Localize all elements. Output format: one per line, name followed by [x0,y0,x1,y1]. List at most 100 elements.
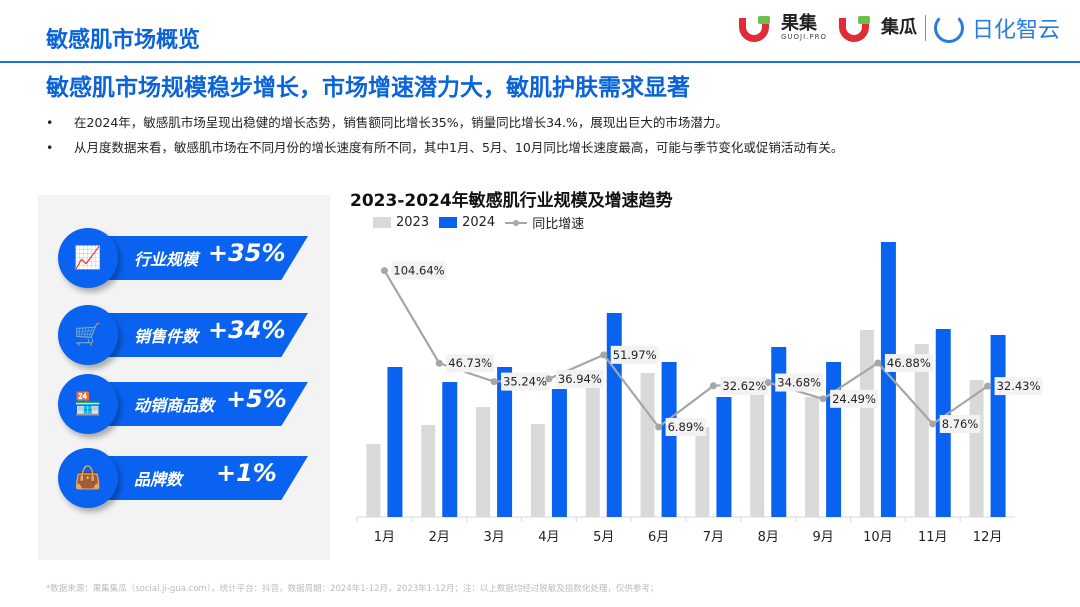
growth-data-label: 32.43% [997,379,1041,393]
x-tick-label: 11月 [918,530,948,545]
kpi-label: 行业规模 [134,250,199,269]
legend-growth: 同比增速 [505,213,584,232]
x-tick-label: 6月 [648,530,669,545]
x-tick-label: 3月 [483,530,504,545]
growth-data-label: 8.76% [942,417,979,431]
data-label-bg [775,373,824,392]
kpi-sales-units: 🛒 销售件数 +34% [58,305,310,365]
data-label-bg [391,261,447,280]
bar-2024 [606,313,622,517]
monitor-chart-icon: 📈 [58,228,118,288]
bullet-item: 从月度数据来看，敏感肌市场在不同月份的增长速度有所不同，其中1月、5月、10月同… [46,135,843,160]
kpi-value: +35% [208,239,286,267]
bar-2023 [421,425,436,517]
growth-point [600,351,608,359]
growth-point [545,375,553,383]
growth-data-label: 46.73% [448,356,492,370]
store-icon: 🏪 [58,374,118,434]
x-tick-label: 2月 [429,530,450,545]
bar-2024 [497,367,513,517]
growth-point [655,423,663,431]
kpi-value: +5% [226,385,287,413]
data-label-bg [665,417,707,436]
chart-title: 2023-2024年敏感肌行业规模及增速趋势 [350,191,673,211]
headline: 敏感肌市场规模稳步增长，市场增速潜力大，敏肌护肤需求显著 [46,75,690,101]
bar-2023 [914,344,929,517]
x-tick-label: 4月 [538,530,559,545]
data-label-bg [555,369,604,388]
legend-2023: 2023 [373,215,429,230]
growth-point [435,359,443,367]
bag-icon: 👜 [58,448,118,508]
bar-2023 [969,380,984,517]
x-tick-label: 10月 [863,530,893,545]
bar-2024 [716,397,732,517]
x-tick-label: 9月 [812,530,833,545]
bar-2023 [859,330,874,517]
bar-2024 [990,335,1006,517]
data-label-bg [610,345,659,364]
bar-2023 [530,424,545,517]
x-tick-label: 8月 [758,530,779,545]
cart-icon: 🛒 [58,305,118,365]
logo-guoji-sub: GUOJI.PRO [780,33,827,41]
data-label-bg [884,353,933,372]
kpi-value: +1% [216,459,277,487]
kpi-brands: 👜 品牌数 +1% [58,448,310,508]
growth-data-label: 35.24% [503,375,547,389]
guoji-logo-icon [735,14,773,42]
data-label-bg [939,414,981,433]
logo-rihua: 日化智云 [971,18,1060,43]
chart-legend: 2023 2024 同比增速 [373,213,584,232]
kpi-active-products: 🏪 动销商品数 +5% [58,374,310,434]
data-label-bg [446,354,495,373]
kpi-label: 销售件数 [134,327,199,346]
kpi-industry-scale: 📈 行业规模 +35% [58,228,310,288]
kpi-label: 动销商品数 [134,396,215,415]
bullet-list: 在2024年，敏感肌市场呈现出稳健的增长态势，销售额同比增长35%，销量同比增长… [46,110,843,160]
header-divider [0,61,1080,63]
growth-data-label: 51.97% [613,348,657,362]
bar-2024 [826,362,842,517]
growth-data-label: 34.68% [777,376,821,390]
kpi-label: 品牌数 [134,470,183,489]
growth-point [380,267,388,275]
growth-data-label: 36.94% [558,372,602,386]
growth-point [874,359,882,367]
data-label-bg [994,377,1043,396]
growth-data-label: 6.89% [668,420,705,434]
logos: 果集 GUOJI.PRO 集瓜 日化智云 [735,12,1060,44]
logo-jigua: 集瓜 [880,17,917,38]
bar-2023 [476,407,491,517]
bar-2024 [551,389,567,517]
growth-point [819,395,827,403]
growth-data-label: 104.64% [393,264,444,278]
growth-line [383,270,989,429]
data-label-bg [720,376,769,395]
bar-2023 [695,427,710,517]
bar-2023 [585,388,600,517]
x-tick-label: 12月 [973,530,1003,545]
bar-2024 [880,242,896,517]
bar-2024 [661,362,677,517]
footnote: *数据来源：果集集瓜（social.ji-gua.com），统计平台：抖音，数据… [46,584,659,594]
kpi-panel: 📈 行业规模 +35% 🛒 销售件数 +34% 🏪 动销商品数 +5% 👜 品牌数 +1% [38,195,330,560]
bar-2024 [387,367,403,517]
data-label-bg [501,372,549,391]
logo-guoji: 果集 [780,13,817,34]
x-tick-label: 5月 [593,530,614,545]
growth-point [490,378,498,386]
data-label-bg [830,389,878,408]
page-title: 敏感肌市场概览 [46,28,201,53]
growth-data-label: 32.62% [722,379,766,393]
rihua-logo-icon [933,13,964,43]
logo-divider [924,15,926,41]
growth-point [929,420,937,428]
kpi-value: +34% [208,316,286,344]
bar-2023 [640,373,655,517]
growth-data-label: 24.49% [832,392,876,406]
bar-2023 [366,444,381,517]
growth-data-label: 46.88% [887,356,931,370]
bar-2024 [442,382,458,517]
bar-2024 [771,347,787,517]
